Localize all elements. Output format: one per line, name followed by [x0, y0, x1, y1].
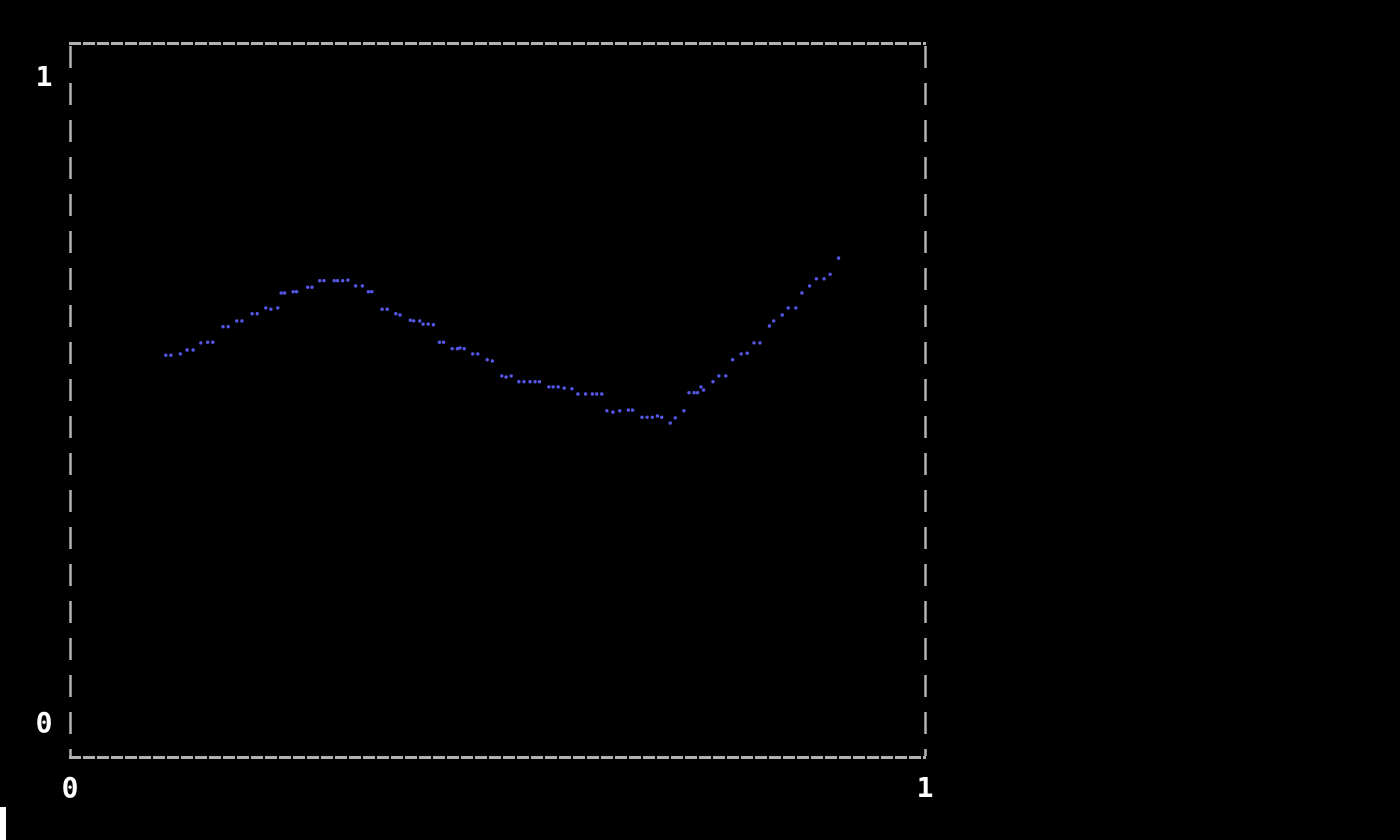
terminal-cursor	[0, 807, 6, 840]
x-axis-tick-label-0: 0	[61, 771, 79, 804]
chart-dots	[164, 256, 841, 425]
y-axis-tick-label-1: 1	[35, 60, 53, 93]
x-axis-tick-label-1: 1	[916, 771, 934, 804]
y-axis-tick-label-0: 0	[35, 706, 53, 739]
